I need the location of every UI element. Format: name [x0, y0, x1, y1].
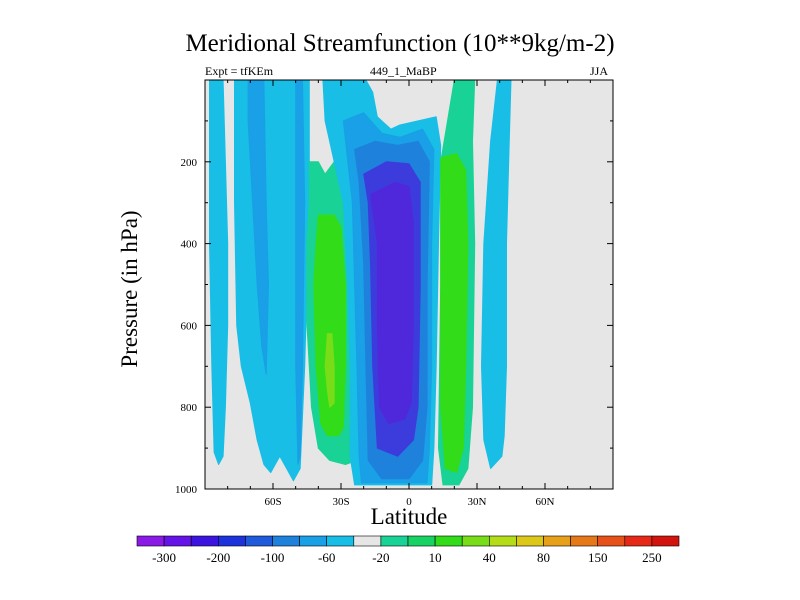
- cell-48s-inner: [247, 80, 269, 375]
- colorbar-swatch: [163, 535, 192, 547]
- chart-title: Meridional Streamfunction (10**9kg/m-2): [185, 30, 615, 57]
- colorbar-label: -20: [372, 550, 389, 565]
- cell-25n-inner: [440, 153, 469, 474]
- cell-44s-line: [295, 80, 306, 465]
- case-label: 449_1_MaBP: [370, 64, 437, 78]
- colorbar-swatch: [136, 535, 165, 547]
- colorbar-label: -100: [261, 550, 285, 565]
- colorbar-label: 10: [429, 550, 442, 565]
- colorbar-label: 80: [537, 550, 550, 565]
- colorbar-swatch: [326, 535, 355, 547]
- cell-eq-300: [370, 181, 414, 425]
- y-tick-label: 1000: [175, 484, 198, 496]
- cell-45n: [481, 80, 512, 469]
- colorbar-label: 150: [588, 550, 608, 565]
- colorbar-swatch: [488, 535, 517, 547]
- colorbar-swatch: [434, 535, 463, 547]
- colorbar: -300 -200 -100 -60 -20 10 40 80 150 250: [136, 535, 680, 565]
- colorbar-label: -60: [318, 550, 335, 565]
- colorbar-swatch: [190, 535, 219, 547]
- x-tick-label: 30N: [468, 496, 487, 508]
- colorbar-swatch: [245, 535, 273, 547]
- x-tick-label: 60S: [264, 496, 281, 508]
- x-axis-label: Latitude: [370, 504, 448, 529]
- y-axis-label: Pressure (in hPa): [117, 210, 142, 368]
- colorbar-swatch: [407, 535, 436, 547]
- plot-area: [205, 80, 613, 489]
- x-tick-label: 0: [406, 496, 412, 508]
- colorbar-swatch: [597, 535, 626, 547]
- cell-60s-inner: [211, 222, 215, 277]
- colorbar-swatch: [570, 535, 598, 547]
- axes: 200 400 600 800 1000 60S 30S 0 30N 60N: [175, 79, 614, 508]
- cell-30s-inner: [313, 214, 346, 437]
- y-tick-label: 800: [181, 402, 198, 414]
- cell-30s-core: [324, 333, 335, 408]
- y-tick-label: 400: [181, 239, 198, 251]
- x-tick-label: 30S: [332, 496, 349, 508]
- colorbar-label: -200: [206, 550, 230, 565]
- colorbar-swatch: [651, 535, 680, 547]
- colorbar-swatch: [380, 535, 409, 547]
- colorbar-label: 40: [483, 550, 496, 565]
- cell-60s: [209, 80, 229, 465]
- colorbar-swatch: [461, 535, 490, 547]
- y-tick-label: 600: [181, 320, 198, 332]
- cell-eq-core: [383, 308, 399, 404]
- y-tick-label: 200: [181, 157, 198, 169]
- experiment-label: Expt = tfKEm: [205, 64, 274, 78]
- colorbar-swatch: [516, 535, 544, 547]
- colorbar-swatch: [218, 535, 246, 547]
- colorbar-swatch: [353, 535, 382, 547]
- contour-fills: [209, 80, 512, 486]
- colorbar-label: -300: [152, 550, 176, 565]
- colorbar-swatch: [624, 535, 653, 547]
- season-label: JJA: [590, 64, 609, 78]
- colorbar-swatch: [272, 535, 300, 547]
- x-tick-label: 60N: [536, 496, 555, 508]
- colorbar-swatch: [299, 535, 328, 547]
- colorbar-swatch: [543, 535, 571, 547]
- colorbar-label: 250: [642, 550, 662, 565]
